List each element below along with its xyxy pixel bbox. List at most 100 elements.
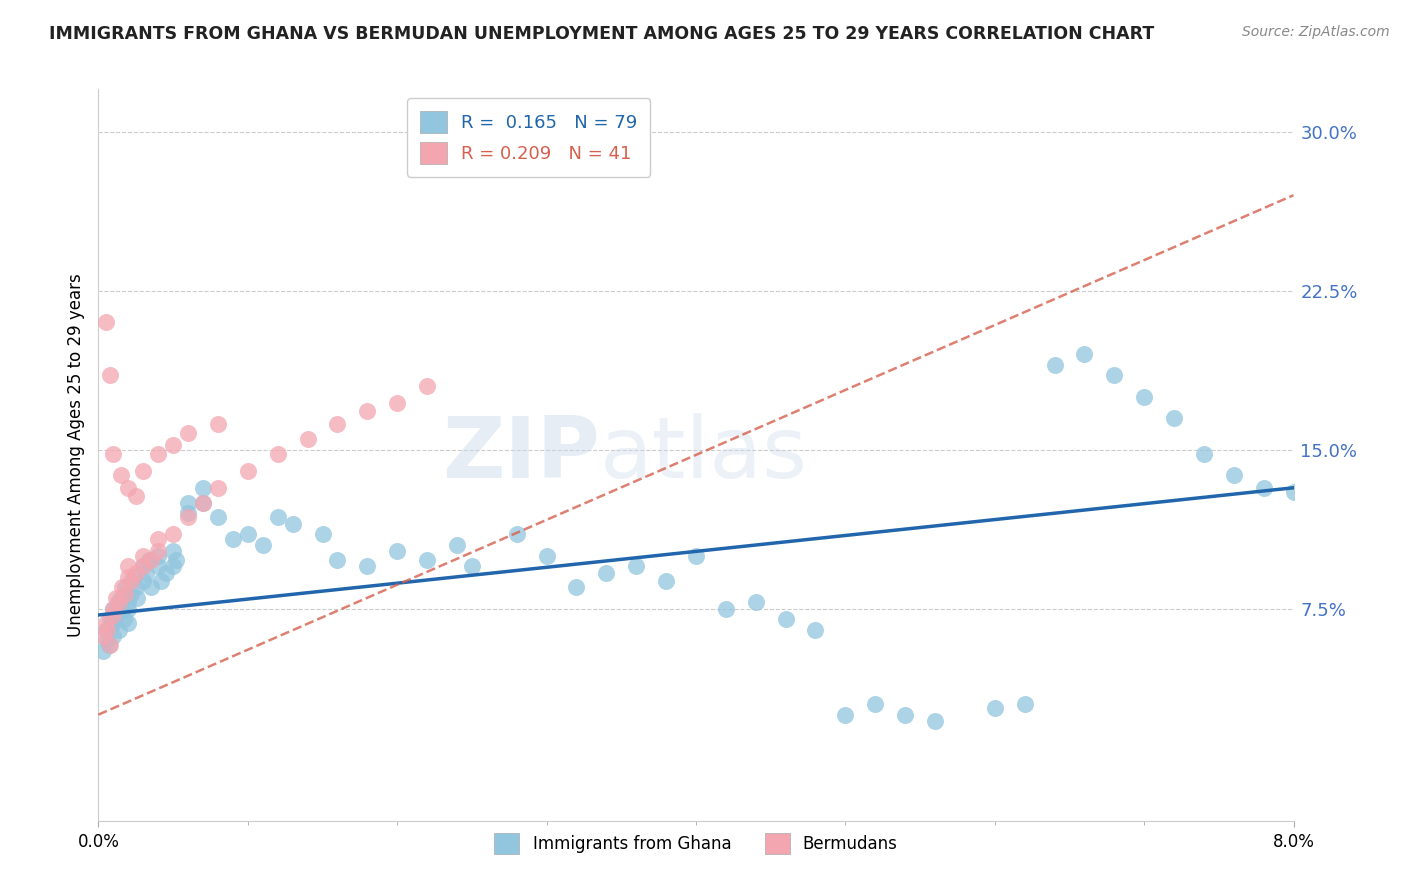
Point — [177, 506, 200, 520]
Point — [267, 447, 290, 461]
Point — [655, 574, 678, 588]
Point — [356, 559, 378, 574]
Point — [894, 707, 917, 722]
Point — [714, 601, 737, 615]
Point — [416, 379, 439, 393]
Point — [98, 368, 122, 383]
Point — [103, 616, 125, 631]
Point — [162, 438, 184, 452]
Point — [103, 601, 125, 615]
Point — [125, 566, 148, 580]
Point — [536, 549, 558, 563]
Point — [117, 559, 139, 574]
Point — [148, 544, 170, 558]
Point — [97, 638, 120, 652]
Point — [108, 595, 131, 609]
Point — [1223, 468, 1246, 483]
Point — [385, 544, 409, 558]
Point — [132, 574, 155, 588]
Point — [117, 601, 139, 615]
Point — [834, 707, 856, 722]
Point — [108, 623, 131, 637]
Point — [1163, 410, 1185, 425]
Point — [191, 495, 214, 509]
Point — [162, 544, 184, 558]
Point — [114, 581, 136, 595]
Point — [416, 553, 439, 567]
Point — [117, 595, 139, 609]
Point — [148, 549, 170, 563]
Point — [98, 612, 122, 626]
Text: atlas: atlas — [600, 413, 808, 497]
Point — [162, 559, 184, 574]
Point — [356, 404, 378, 418]
Point — [1253, 481, 1275, 495]
Point — [1282, 485, 1305, 500]
Point — [177, 510, 200, 524]
Point — [111, 581, 134, 595]
Point — [177, 425, 200, 440]
Point — [148, 532, 170, 546]
Point — [117, 616, 139, 631]
Legend: Immigrants from Ghana, Bermudans: Immigrants from Ghana, Bermudans — [484, 823, 908, 863]
Point — [236, 464, 259, 478]
Point — [267, 510, 290, 524]
Point — [1104, 368, 1126, 383]
Point — [115, 587, 138, 601]
Point — [191, 481, 214, 495]
Point — [91, 629, 114, 643]
Point — [139, 581, 162, 595]
Point — [207, 481, 229, 495]
Point — [94, 616, 117, 631]
Point — [1073, 347, 1095, 361]
Point — [207, 417, 229, 432]
Point — [112, 612, 135, 626]
Point — [117, 570, 139, 584]
Point — [150, 574, 173, 588]
Point — [297, 432, 319, 446]
Point — [103, 447, 125, 461]
Point — [103, 601, 125, 615]
Point — [125, 581, 148, 595]
Point — [111, 601, 134, 615]
Point — [117, 481, 139, 495]
Point — [110, 468, 132, 483]
Point — [94, 315, 117, 329]
Point — [177, 495, 200, 509]
Point — [110, 591, 132, 605]
Text: ZIP: ZIP — [443, 413, 600, 497]
Point — [236, 527, 259, 541]
Point — [148, 559, 170, 574]
Point — [685, 549, 707, 563]
Text: Source: ZipAtlas.com: Source: ZipAtlas.com — [1241, 25, 1389, 39]
Point — [120, 574, 142, 588]
Point — [132, 559, 155, 574]
Point — [120, 587, 142, 601]
Y-axis label: Unemployment Among Ages 25 to 29 years: Unemployment Among Ages 25 to 29 years — [66, 273, 84, 637]
Point — [191, 495, 214, 509]
Point — [207, 510, 229, 524]
Point — [98, 638, 122, 652]
Point — [132, 464, 155, 478]
Point — [1192, 447, 1215, 461]
Point — [139, 553, 162, 567]
Point — [105, 607, 128, 622]
Point — [132, 559, 155, 574]
Point — [506, 527, 529, 541]
Point — [96, 623, 118, 637]
Point — [135, 566, 157, 580]
Point — [127, 591, 149, 605]
Point — [101, 616, 124, 631]
Point — [745, 595, 768, 609]
Point — [132, 549, 155, 563]
Point — [924, 714, 946, 728]
Point — [114, 587, 136, 601]
Point — [311, 527, 333, 541]
Point — [984, 701, 1007, 715]
Point — [138, 553, 160, 567]
Point — [124, 570, 146, 584]
Point — [281, 516, 304, 531]
Point — [252, 538, 274, 552]
Point — [804, 623, 827, 637]
Point — [565, 581, 588, 595]
